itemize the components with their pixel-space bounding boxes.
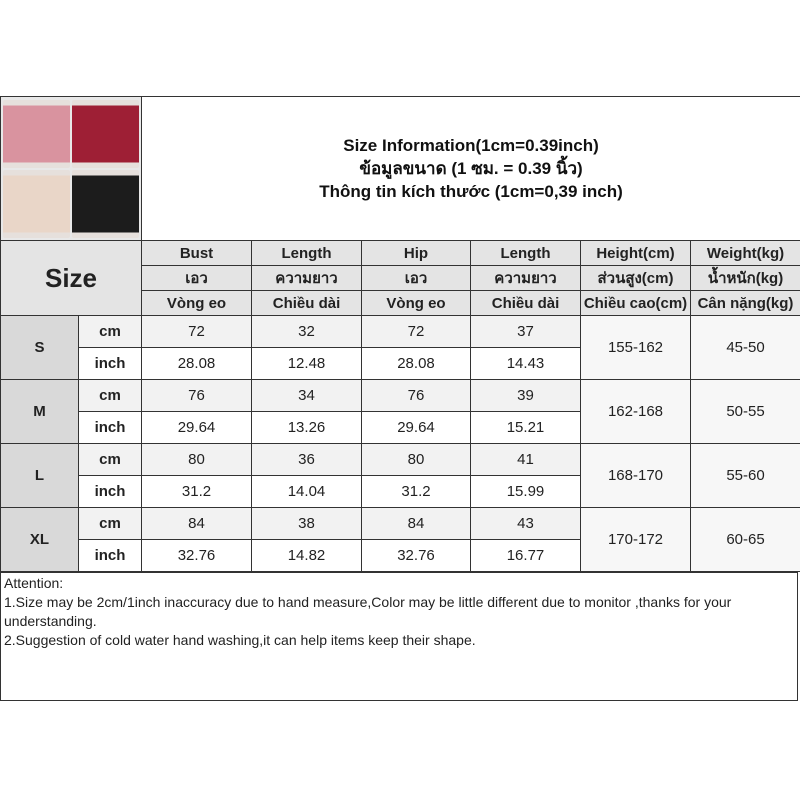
column-header: Chiều cao(cm) — [580, 290, 691, 316]
column-header: Height(cm) — [580, 240, 691, 266]
weight-cell: 50-55 — [689, 379, 800, 444]
unit-label: inch — [78, 347, 142, 380]
measurement-cell: 29.64 — [141, 411, 252, 444]
measurement-cell: 32.76 — [361, 539, 471, 572]
column-header: Bust — [141, 240, 252, 266]
measurement-cell: 28.08 — [141, 347, 252, 380]
column-header: Vòng eo — [141, 290, 252, 316]
measurement-cell: 31.2 — [361, 475, 471, 508]
measurement-cell: 31.2 — [141, 475, 252, 508]
height-cell: 155-162 — [580, 315, 691, 380]
measurement-cell: 39 — [470, 379, 581, 412]
measurement-cell: 80 — [361, 443, 471, 476]
column-header: Vòng eo — [361, 290, 471, 316]
column-header: Length — [470, 240, 581, 266]
weight-cell: 55-60 — [689, 443, 800, 508]
column-header: น้ำหนัก(kg) — [689, 265, 800, 291]
size-label: S — [0, 315, 79, 380]
measurement-cell: 32.76 — [141, 539, 252, 572]
measurement-cell: 34 — [251, 379, 362, 412]
size-label: XL — [0, 507, 79, 572]
measurement-cell: 14.82 — [251, 539, 362, 572]
height-cell: 170-172 — [580, 507, 691, 572]
unit-label: inch — [78, 539, 142, 572]
measurement-cell: 16.77 — [470, 539, 581, 572]
table-row: inch 32.76 14.82 32.76 16.77 — [1, 539, 800, 572]
measurement-cell: 41 — [470, 443, 581, 476]
column-header: Cân nặng(kg) — [689, 290, 800, 316]
size-chart: Size Information(1cm=0.39inch) ข้อมูลขนา… — [0, 96, 800, 572]
column-header: Chiều dài — [251, 290, 362, 316]
measurement-cell: 76 — [141, 379, 252, 412]
column-header: เอว — [141, 265, 252, 291]
measurement-cell: 15.21 — [470, 411, 581, 444]
measurement-cell: 12.48 — [251, 347, 362, 380]
product-variant-photo — [72, 169, 139, 238]
weight-cell: 60-65 — [689, 507, 800, 572]
product-variant-photo — [3, 169, 70, 238]
measurement-cell: 29.64 — [361, 411, 471, 444]
height-cell: 162-168 — [580, 379, 691, 444]
column-header: Length — [251, 240, 362, 266]
measurement-cell: 84 — [141, 507, 252, 540]
column-header: ส่วนสูง(cm) — [580, 265, 691, 291]
attention-note-2: 2.Suggestion of cold water hand washing,… — [4, 632, 476, 648]
table-row: inch 29.64 13.26 29.64 15.21 — [1, 411, 800, 444]
chart-title: Size Information(1cm=0.39inch) ข้อมูลขนา… — [140, 96, 800, 241]
table-row: inch 28.08 12.48 28.08 14.43 — [1, 347, 800, 380]
measurement-cell: 76 — [361, 379, 471, 412]
column-header: Hip — [361, 240, 471, 266]
title-vietnamese: Thông tin kích thước (1cm=0,39 inch) — [319, 182, 623, 201]
size-header: Size — [0, 240, 142, 316]
unit-label: inch — [78, 475, 142, 508]
measurement-cell: 36 — [251, 443, 362, 476]
unit-label: cm — [78, 379, 142, 412]
size-label: L — [0, 443, 79, 508]
measurement-cell: 38 — [251, 507, 362, 540]
measurement-cell: 14.04 — [251, 475, 362, 508]
size-label: M — [0, 379, 79, 444]
measurement-cell: 28.08 — [361, 347, 471, 380]
measurement-cell: 43 — [470, 507, 581, 540]
product-variant-photo — [72, 99, 139, 168]
unit-label: inch — [78, 411, 142, 444]
title-thai: ข้อมูลขนาด (1 ซม. = 0.39 นิ้ว) — [359, 159, 583, 178]
measurement-cell: 32 — [251, 315, 362, 348]
column-header: Weight(kg) — [689, 240, 800, 266]
measurement-cell: 37 — [470, 315, 581, 348]
column-header: ความยาว — [251, 265, 362, 291]
measurement-cell: 13.26 — [251, 411, 362, 444]
product-variant-photo — [3, 99, 70, 168]
column-header: Chiều dài — [470, 290, 581, 316]
attention-heading: Attention: — [4, 575, 64, 591]
attention-notes: Attention: 1.Size may be 2cm/1inch inacc… — [0, 572, 798, 701]
unit-label: cm — [78, 443, 142, 476]
weight-cell: 45-50 — [689, 315, 800, 380]
height-cell: 168-170 — [580, 443, 691, 508]
column-header: ความยาว — [470, 265, 581, 291]
table-row: XL cm 84 38 84 43 170-172 60-65 — [0, 507, 800, 572]
product-image — [0, 96, 142, 241]
unit-label: cm — [78, 507, 142, 540]
title-english: Size Information(1cm=0.39inch) — [343, 136, 599, 155]
measurement-cell: 80 — [141, 443, 252, 476]
measurement-cell: 72 — [361, 315, 471, 348]
measurement-cell: 84 — [361, 507, 471, 540]
table-row: inch 31.2 14.04 31.2 15.99 — [1, 475, 800, 508]
column-header: เอว — [361, 265, 471, 291]
attention-note-1: 1.Size may be 2cm/1inch inaccuracy due t… — [4, 594, 732, 629]
measurement-cell: 72 — [141, 315, 252, 348]
unit-label: cm — [78, 315, 142, 348]
measurement-cell: 15.99 — [470, 475, 581, 508]
measurement-cell: 14.43 — [470, 347, 581, 380]
